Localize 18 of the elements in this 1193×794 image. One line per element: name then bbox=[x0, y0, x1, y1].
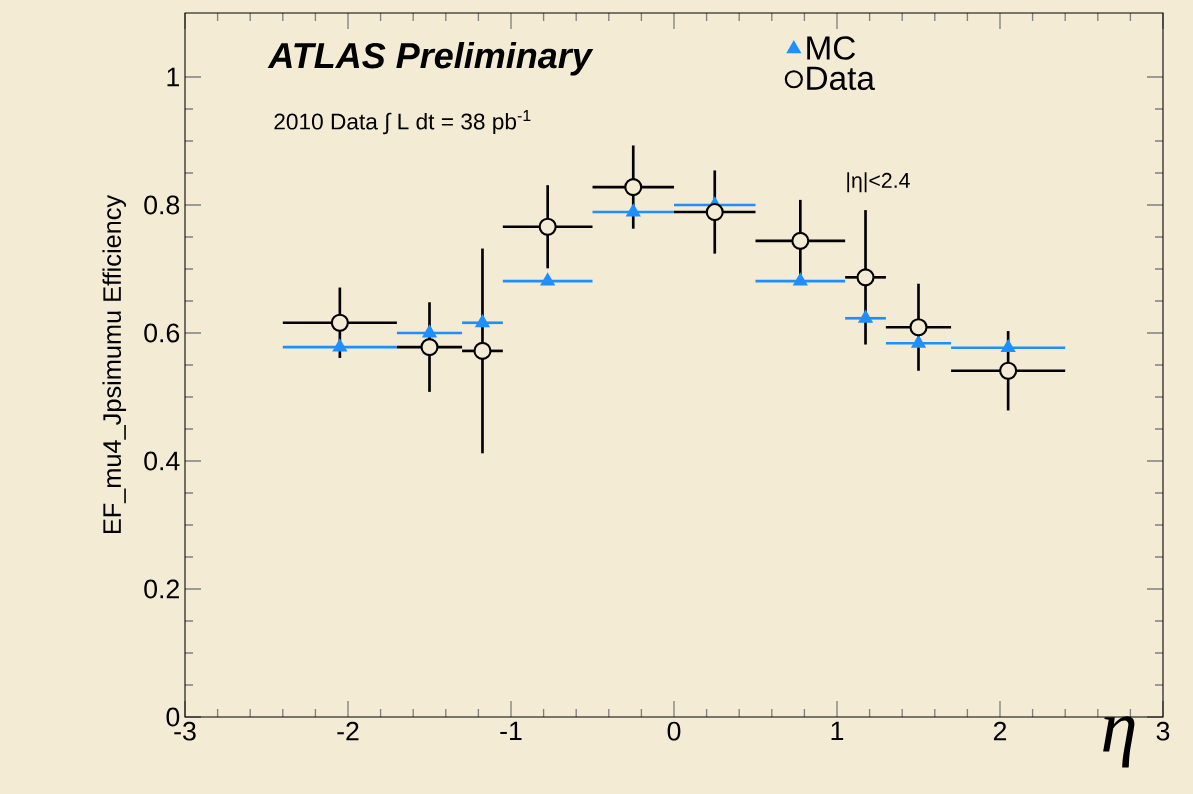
legend-label: Data bbox=[807, 66, 875, 91]
annotation: 2010 Data ∫ L dt = 38 pb$^{-1}$ bbox=[274, 110, 531, 135]
x-tick-label: 1 bbox=[831, 721, 844, 741]
y-tick-label: 0.8 bbox=[144, 195, 180, 215]
annotation: |η|<2.4 bbox=[847, 172, 910, 193]
x-tick-label: 0 bbox=[667, 721, 681, 741]
annotation: ATLAS Preliminary bbox=[267, 41, 594, 76]
x-tick-label: -2 bbox=[337, 721, 359, 741]
y-tick-label: 0.2 bbox=[144, 579, 179, 599]
x-tick-label: -1 bbox=[500, 721, 522, 741]
y-axis-title: EF_mu4_Jpsimumu Efficiency bbox=[102, 194, 127, 534]
y-tick-label: 1 bbox=[167, 67, 179, 87]
y-tick-label: 0.6 bbox=[144, 323, 180, 343]
x-tick-label: 3 bbox=[1156, 721, 1170, 741]
x-axis-title: η bbox=[1103, 716, 1135, 768]
legend-label: MC bbox=[807, 36, 856, 60]
x-tick-label: 2 bbox=[993, 721, 1007, 741]
y-tick-label: 0.4 bbox=[144, 451, 180, 471]
